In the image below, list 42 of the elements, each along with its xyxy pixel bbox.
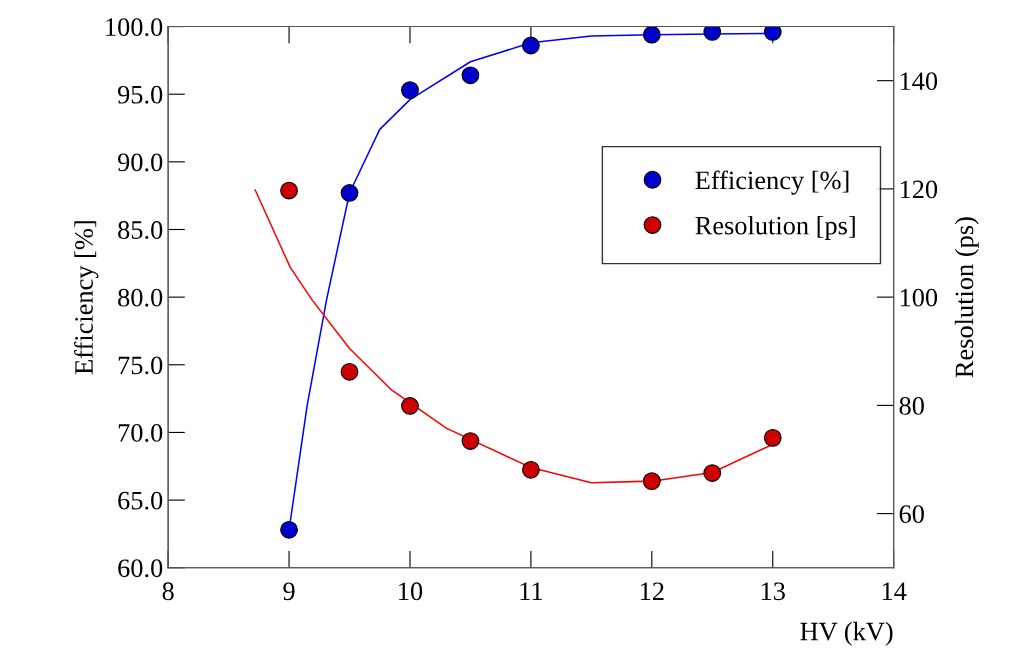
point <box>340 184 359 202</box>
point <box>280 520 298 539</box>
point <box>763 26 782 41</box>
point <box>401 397 419 415</box>
y2-tick-label: 100 <box>900 288 938 307</box>
y-tick-label: 75.0 <box>118 356 163 375</box>
point <box>461 432 480 450</box>
x-axis-title: HV (kV) <box>800 621 893 646</box>
legend-label: Resolution [ps] <box>695 215 855 240</box>
x-tick-label: 11 <box>520 582 543 600</box>
y2-tick-label: 80 <box>899 396 924 415</box>
point <box>522 36 540 55</box>
x-tick-label: 12 <box>640 582 664 600</box>
y-tick-label: 80.0 <box>118 288 163 307</box>
x-tick-label: 14 <box>882 582 907 600</box>
x-tick-label: 10 <box>399 582 423 601</box>
x-tick-label: 13 <box>761 582 785 601</box>
y-tick-label: 60.0 <box>118 559 163 578</box>
y-tick-label: 100.0 <box>106 18 163 37</box>
y-tick-label: 65.0 <box>118 491 163 510</box>
y-tick-label: 90.0 <box>117 153 163 172</box>
point <box>703 464 722 482</box>
y2-tick-label: 120 <box>900 180 938 199</box>
point <box>642 472 661 491</box>
y-tick-label: 70.0 <box>118 424 163 442</box>
y2-axis-title: Resolution (ps) <box>954 217 979 378</box>
point <box>763 428 782 447</box>
y-axis-title: Efficiency [%] <box>74 221 99 375</box>
y-tick-label: 95.0 <box>117 85 163 104</box>
point <box>280 181 298 200</box>
point <box>703 26 722 41</box>
y2-tick-label: 140 <box>900 72 938 91</box>
y-tick-label: 85.0 <box>118 221 163 240</box>
y2-tick-label: 60 <box>899 505 924 524</box>
point <box>401 81 419 100</box>
point <box>522 460 540 479</box>
point <box>461 66 480 85</box>
point <box>642 26 661 44</box>
point <box>340 362 359 381</box>
legend-label: Efficiency [%] <box>695 170 849 195</box>
x-tick-label: 8 <box>162 582 174 601</box>
x-tick-label: 9 <box>283 582 295 601</box>
